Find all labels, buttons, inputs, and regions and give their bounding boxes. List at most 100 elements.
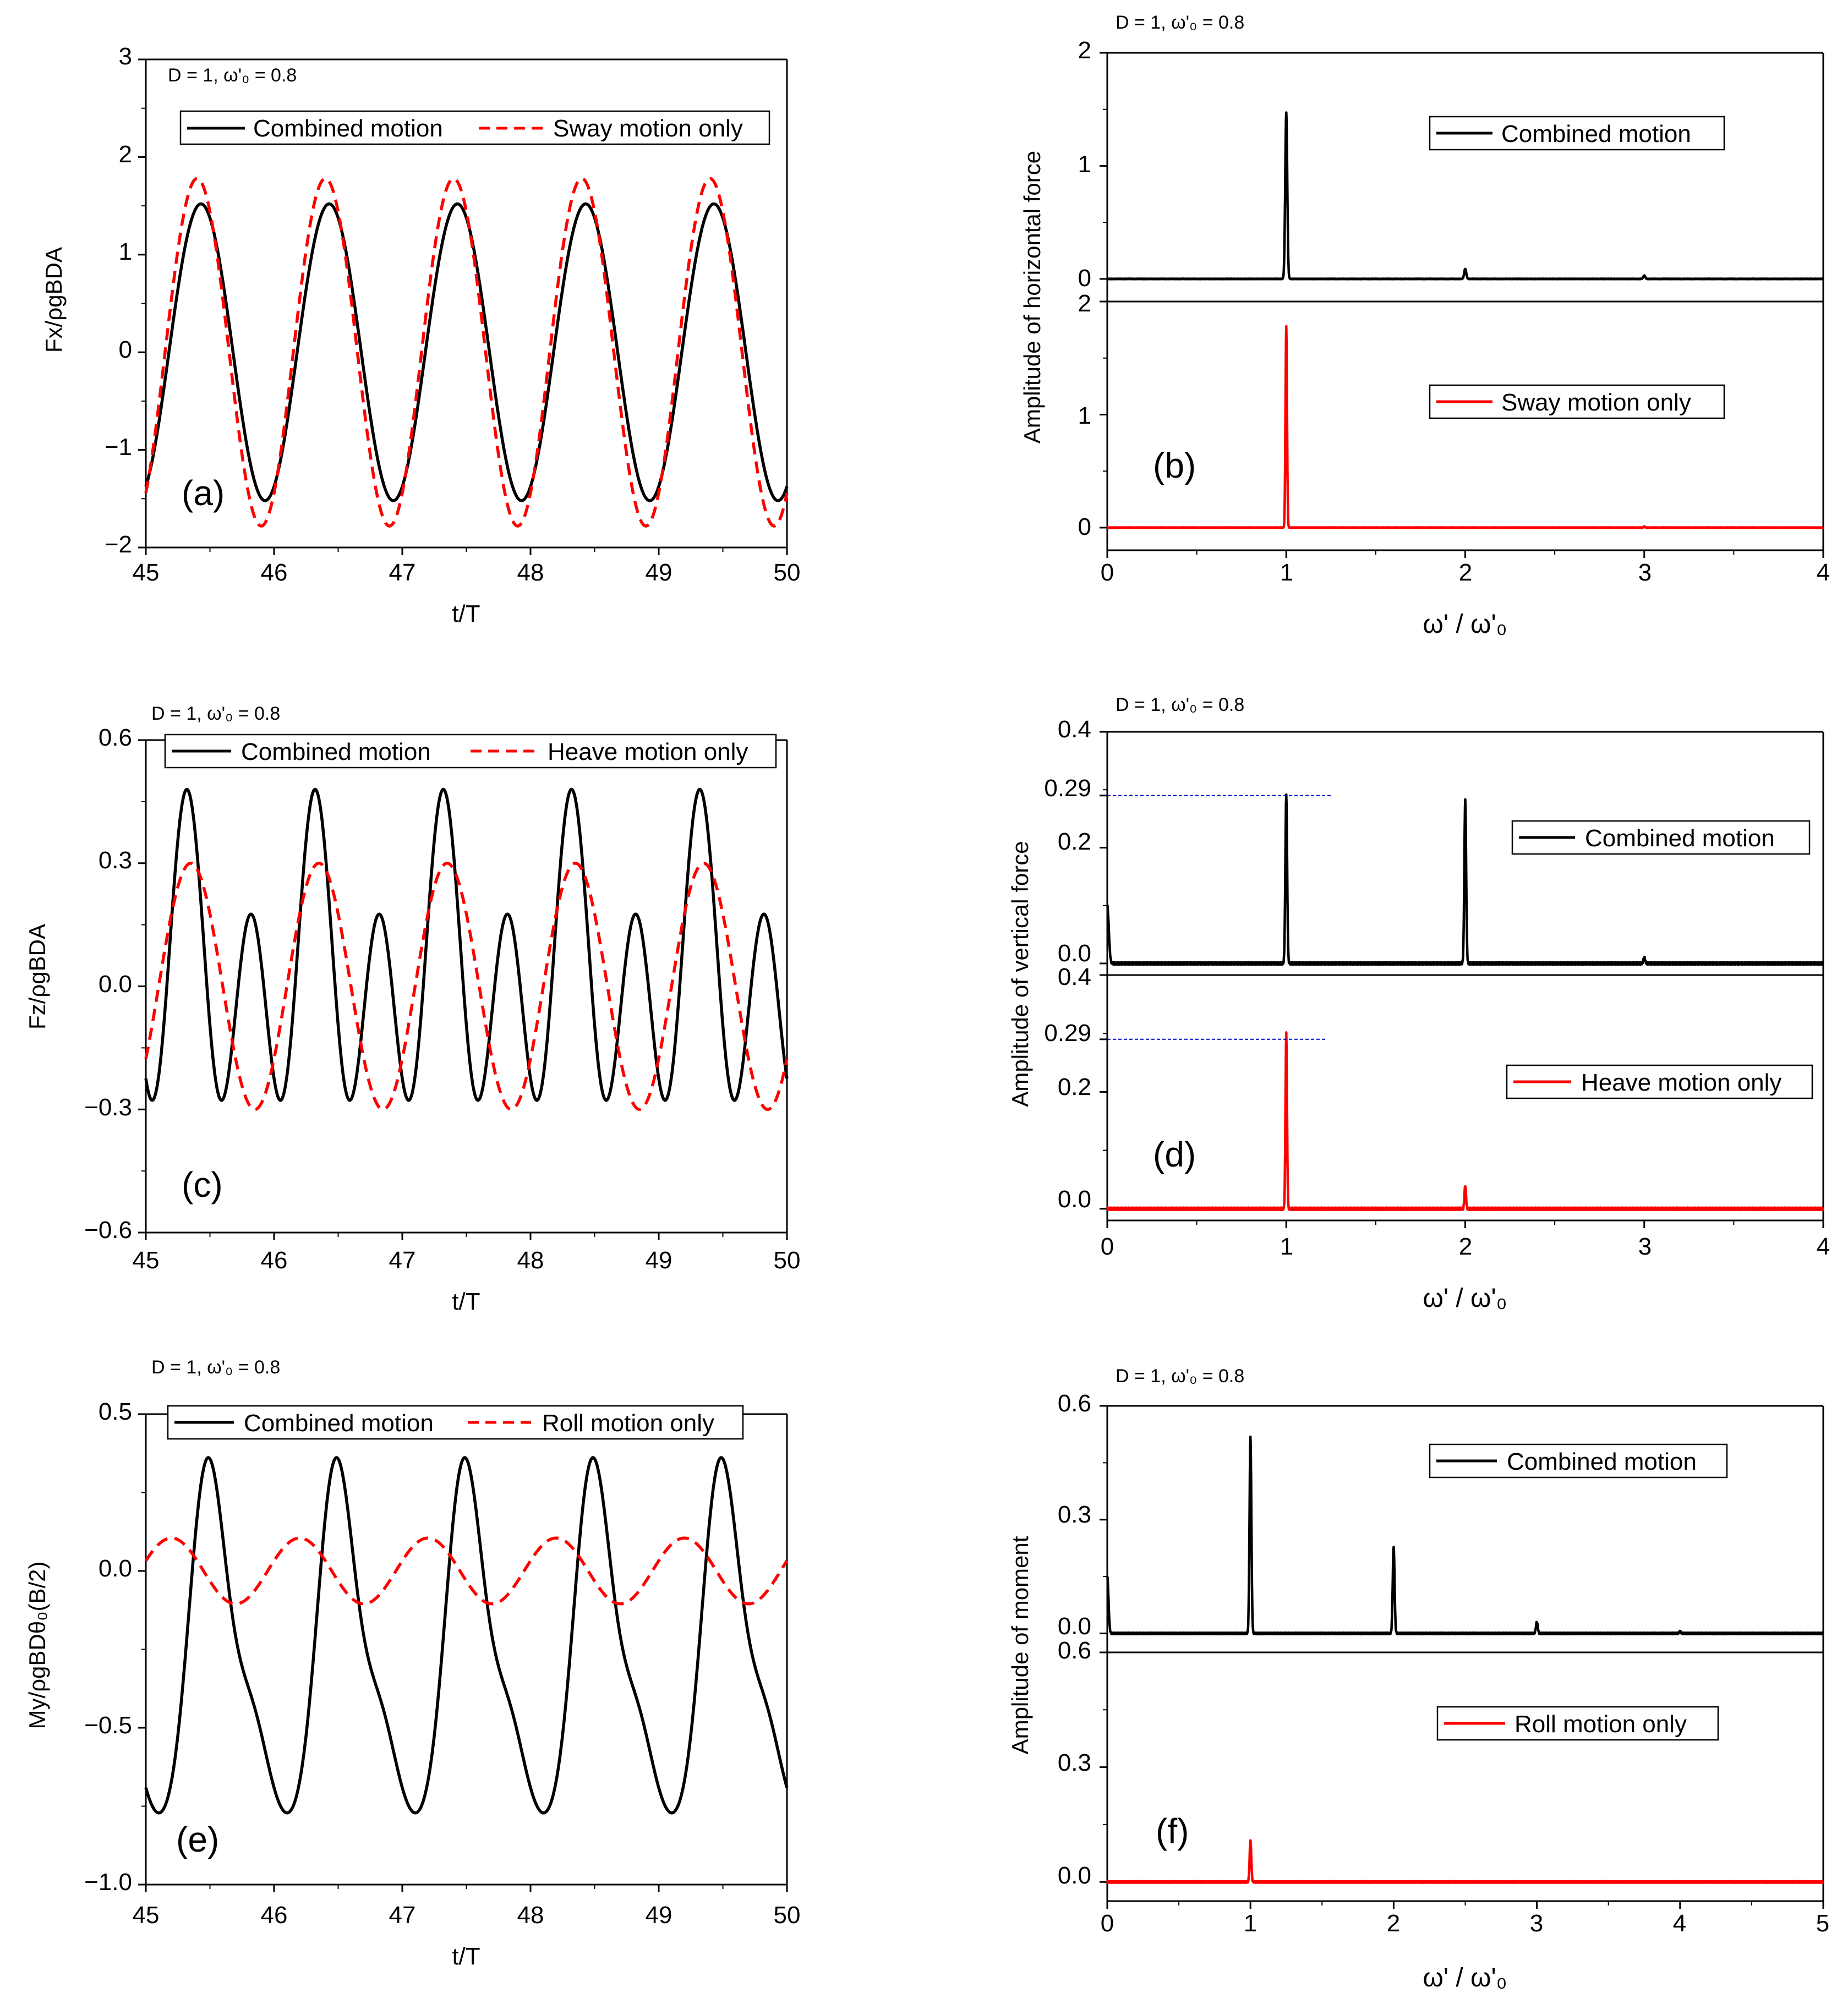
spectrum-line-sway-motion-only [1106,325,1824,529]
ytick: −0.5 [84,1712,132,1739]
ytick: 0.0 [1058,1186,1091,1213]
panel-d-xlabel: ω' / ω'₀ [1423,1284,1507,1313]
panel-e-yticks: 0.5 0.0 −0.5 −1.0 [84,1398,132,1896]
spectrum-line-combined-motion [1106,111,1824,281]
panel-b-annotation: D = 1, ω'₀ = 0.8 [1116,12,1244,33]
ytick: 0.3 [1058,1749,1091,1776]
ytick: 3 [119,43,132,70]
panel-d-yticks: 0.4 0.29 0.2 0.0 0.4 0.29 0.2 0.0 [1044,716,1091,1213]
ytick: 0.5 [99,1398,132,1425]
legend-combined: Combined motion [244,1410,434,1437]
xtick: 0 [1101,1233,1114,1260]
xtick: 1 [1280,1233,1293,1260]
legend-combined: Combined motion [253,115,443,142]
panel-a-legend: Combined motion Sway motion only [179,110,770,145]
panel-f-legend-top: Combined motion [1429,1443,1728,1479]
legend-heave: Heave motion only [548,738,748,765]
xtick: 50 [774,559,801,586]
panel-c-xlabel: t/T [452,1288,480,1315]
xtick: 3 [1638,559,1652,586]
ytick: −1 [105,434,132,461]
panel-e-legend: Combined motion Roll motion only [167,1405,744,1440]
xtick: 1 [1280,559,1293,586]
ytick: 0.6 [99,724,132,751]
xtick: 2 [1459,1233,1472,1260]
xtick: 46 [261,1902,288,1929]
ytick: 0.2 [1058,1074,1091,1100]
panel-c: D = 1, ω'₀ = 0.8 0.6 0.3 0.0 −0.3 −0.6 4… [24,703,800,1315]
ytick: 2 [1078,290,1091,317]
ytick: 0.0 [99,1555,132,1582]
panel-f-xlabel: ω' / ω'₀ [1423,1963,1507,1992]
panel-a-ylabel: Fx/ρgBDA [41,247,67,353]
panel-c-ylabel: Fz/ρgBDA [24,924,50,1030]
panel-b: D = 1, ω'₀ = 0.8 2 1 0 2 1 0 0 1 2 3 4 ω… [1019,12,1830,639]
panel-d-annotation: D = 1, ω'₀ = 0.8 [1116,694,1244,715]
panel-d-ylabel: Amplitude of vertical force [1007,841,1033,1107]
panel-e-ylabel: My/ρgBDθ₀(B/2) [24,1561,50,1729]
xtick: 48 [517,1247,544,1274]
xtick: 45 [133,1247,160,1274]
panel-f: D = 1, ω'₀ = 0.8 0.6 0.3 0.0 0.6 0.3 0.0… [1007,1366,1829,1992]
panel-c-annotation: D = 1, ω'₀ = 0.8 [151,703,280,724]
ytick: −0.6 [84,1217,132,1244]
xtick: 3 [1530,1910,1543,1937]
panel-d-label: (d) [1153,1135,1196,1174]
xtick: 4 [1817,1233,1830,1260]
panel-c-legend: Combined motion Heave motion only [164,733,777,769]
xtick: 47 [389,1247,416,1274]
panel-d-legend-top: Combined motion [1511,820,1811,855]
panel-a: D = 1, ω'₀ = 0.8 3 2 1 0 −1 −2 45 46 47 … [41,43,800,627]
ytick: 0 [1078,265,1091,292]
legend-roll: Roll motion only [542,1410,714,1437]
panel-a-yticks: 3 2 1 0 −1 −2 [105,43,132,558]
panel-b-legend-top: Combined motion [1429,116,1725,151]
panel-f-xticks: 0 1 2 3 4 5 [1101,1910,1829,1937]
panel-c-label: (c) [182,1165,223,1204]
panel-f-label: (f) [1156,1811,1189,1851]
xtick: 50 [774,1902,801,1929]
ytick: 0 [1078,513,1091,540]
ytick: 0.3 [1058,1501,1091,1528]
legend-combined: Combined motion [241,738,431,765]
panel-b-legend-bottom: Sway motion only [1429,384,1725,419]
ytick: 0 [119,336,132,363]
panel-b-ylabel: Amplitude of horizontal force [1019,151,1045,443]
panel-f-legend-bottom: Roll motion only [1436,1706,1719,1741]
panel-a-xlabel: t/T [452,600,480,627]
xtick: 4 [1817,559,1830,586]
ytick: 1 [119,238,132,265]
xtick: 0 [1101,559,1114,586]
spectrum-line-heave-motion-only [1106,1031,1824,1212]
xtick: 45 [133,1902,160,1929]
xtick: 1 [1244,1910,1257,1937]
xtick: 50 [774,1247,801,1274]
panel-f-annotation: D = 1, ω'₀ = 0.8 [1116,1366,1244,1387]
ytick: −0.3 [84,1094,132,1121]
panel-a-annotation: D = 1, ω'₀ = 0.8 [168,65,297,86]
xtick: 2 [1459,559,1472,586]
ytick: 0.29 [1044,1020,1091,1047]
legend-roll: Roll motion only [1515,1711,1687,1738]
panel-e-xlabel: t/T [452,1943,480,1970]
ytick: 0.6 [1058,1390,1091,1417]
panel-b-yticks: 2 1 0 2 1 0 [1078,37,1091,540]
ytick: −1.0 [84,1869,132,1896]
xtick: 47 [389,559,416,586]
panel-a-xticks: 45 46 47 48 49 50 [133,559,801,586]
panel-f-yticks: 0.6 0.3 0.0 0.6 0.3 0.0 [1058,1390,1091,1889]
panel-d-xticks: 0 1 2 3 4 [1101,1233,1830,1260]
spectrum-line-combined-motion [1106,793,1824,966]
xtick: 46 [261,559,288,586]
xtick: 5 [1816,1910,1829,1937]
panel-f-ylabel: Amplitude of moment [1007,1536,1033,1754]
ytick: 0.0 [1058,1613,1091,1640]
legend-sway: Sway motion only [553,115,743,142]
ytick: 2 [1078,37,1091,64]
xtick: 3 [1638,1233,1652,1260]
panel-e: D = 1, ω'₀ = 0.8 0.5 0.0 −0.5 −1.0 45 46… [24,1357,800,1970]
xtick: 46 [261,1247,288,1274]
ytick: −2 [105,531,132,558]
series-line-sway-motion-only [144,177,789,528]
panel-e-label: (e) [176,1820,219,1859]
